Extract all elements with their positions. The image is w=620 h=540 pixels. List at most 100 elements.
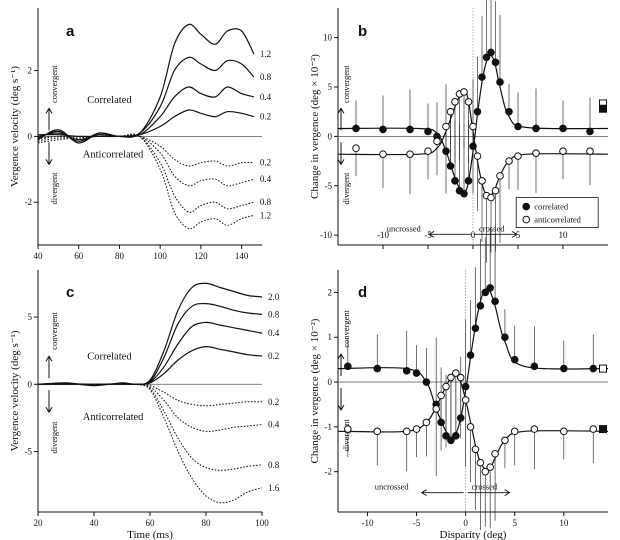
x-tick-label: 100 <box>255 518 269 528</box>
divergent-label: divergent <box>49 421 59 454</box>
data-point-correlated <box>402 367 411 375</box>
fit-curve <box>337 288 609 440</box>
crossed-label: crossed <box>479 223 505 233</box>
divergent-label: divergent <box>341 172 351 205</box>
series-label: 0.8 <box>268 460 280 470</box>
data-point-anticorrelated <box>559 147 567 155</box>
series-label: 0.2 <box>260 112 271 122</box>
y-tick-label: -2 <box>25 197 33 207</box>
y-tick-label: -2 <box>325 467 333 477</box>
y-tick-label: 2 <box>28 66 33 76</box>
data-point-anticorrelated <box>442 382 450 391</box>
data-point-anticorrelated <box>466 423 475 431</box>
data-point-anticorrelated <box>586 147 594 155</box>
uncrossed-label: uncrossed <box>375 482 410 492</box>
data-point-correlated <box>487 48 495 57</box>
data-point-correlated <box>424 127 432 136</box>
y-tick-label: 0 <box>328 131 333 141</box>
x-tick-label: 60 <box>74 251 84 261</box>
data-point-anticorrelated <box>447 373 455 382</box>
y-axis-label: Vergence velocity (deg s⁻¹) <box>9 66 21 187</box>
arrow-up-icon <box>337 107 345 131</box>
data-point-correlated <box>466 351 475 359</box>
data-point-anticorrelated <box>344 425 352 433</box>
data-point-correlated <box>532 124 540 133</box>
x-tick-label: 40 <box>34 251 44 261</box>
data-point-anticorrelated <box>433 137 441 146</box>
data-point-anticorrelated <box>406 150 414 158</box>
data-point-anticorrelated <box>464 98 473 106</box>
x-axis-label: Disparity (deg) <box>440 529 507 540</box>
uncrossed-label: uncrossed <box>387 223 422 233</box>
convergent-label: convergent <box>49 312 59 350</box>
data-point-anticorrelated <box>432 405 440 413</box>
series-label: 0.2 <box>268 351 279 361</box>
data-point-anticorrelated <box>496 172 504 180</box>
y-tick-label: 10 <box>323 33 333 43</box>
panel-letter: a <box>66 23 75 40</box>
y-tick-label: -1 <box>325 422 333 432</box>
data-point-correlated <box>486 284 494 292</box>
y-tick-label: 2 <box>328 287 333 297</box>
divergent-label: divergent <box>341 419 351 452</box>
anticorrelated-label: Anticorrelated <box>83 149 144 160</box>
arrow-right-icon <box>467 489 511 497</box>
data-point-correlated <box>446 162 455 170</box>
x-tick-label: 140 <box>235 251 249 261</box>
correlated-label: Correlated <box>87 352 132 363</box>
data-point-anticorrelated <box>422 418 431 427</box>
data-point-correlated <box>464 177 473 185</box>
data-point-anticorrelated <box>476 458 485 467</box>
x-tick-label: 60 <box>146 518 156 528</box>
legend-marker-open <box>522 215 531 224</box>
data-point-anticorrelated <box>560 427 568 436</box>
data-point-correlated <box>491 297 499 306</box>
data-point-anticorrelated <box>402 427 411 436</box>
panel-letter: c <box>66 284 74 301</box>
data-point-anticorrelated <box>469 122 477 131</box>
x-tick-label: 0 <box>463 518 468 528</box>
series-label: 0.8 <box>268 309 280 319</box>
series-line-anticorrelated <box>37 133 255 230</box>
arrow-down-icon <box>45 142 53 166</box>
panel-b: -10 -5 0 5 10 -10 -5 0 5 10 Change in vergence (de… <box>309 0 609 263</box>
data-point-anticorrelated <box>487 193 495 202</box>
fit-curve <box>337 90 609 198</box>
data-point-correlated <box>505 107 513 116</box>
y-tick-label: 0 <box>328 377 333 387</box>
data-point-anticorrelated <box>491 186 500 195</box>
series-line-anticorrelated <box>37 133 255 213</box>
series-line-anticorrelated <box>37 134 255 187</box>
series-line-anticorrelated <box>37 383 263 471</box>
data-point-correlated <box>482 53 491 62</box>
data-point-correlated <box>422 378 431 386</box>
y-axis-label: Vergence velocity (deg s⁻¹) <box>9 330 21 451</box>
data-point-correlated <box>344 362 352 371</box>
arrow-left-icon <box>420 489 464 497</box>
series-label: 1.2 <box>260 49 271 59</box>
reference-square-filled <box>599 104 607 113</box>
data-point-correlated <box>437 418 445 427</box>
data-point-anticorrelated <box>471 445 480 454</box>
panel-letter: d <box>358 284 367 301</box>
convergent-label: convergent <box>341 309 351 347</box>
series-line-correlated <box>37 109 255 138</box>
y-tick-label: 1 <box>328 332 333 342</box>
x-tick-label: -5 <box>424 230 432 240</box>
series-label: 0.2 <box>268 397 279 407</box>
data-point-correlated <box>481 288 490 297</box>
arrow-up-icon <box>337 353 345 377</box>
anticorrelated-label: Anticorrelated <box>83 412 144 423</box>
legend-box <box>515 197 599 229</box>
x-tick-label: 0 <box>471 230 476 240</box>
data-point-anticorrelated <box>589 425 598 433</box>
y-tick-label: 5 <box>28 312 33 322</box>
crossed-label: crossed <box>472 482 498 492</box>
x-tick-label: 5 <box>512 518 517 528</box>
data-point-correlated <box>501 333 509 342</box>
data-point-correlated <box>352 124 360 133</box>
data-point-correlated <box>412 369 421 377</box>
series-label: 0.4 <box>260 92 272 102</box>
divergent-label: divergent <box>49 172 59 205</box>
